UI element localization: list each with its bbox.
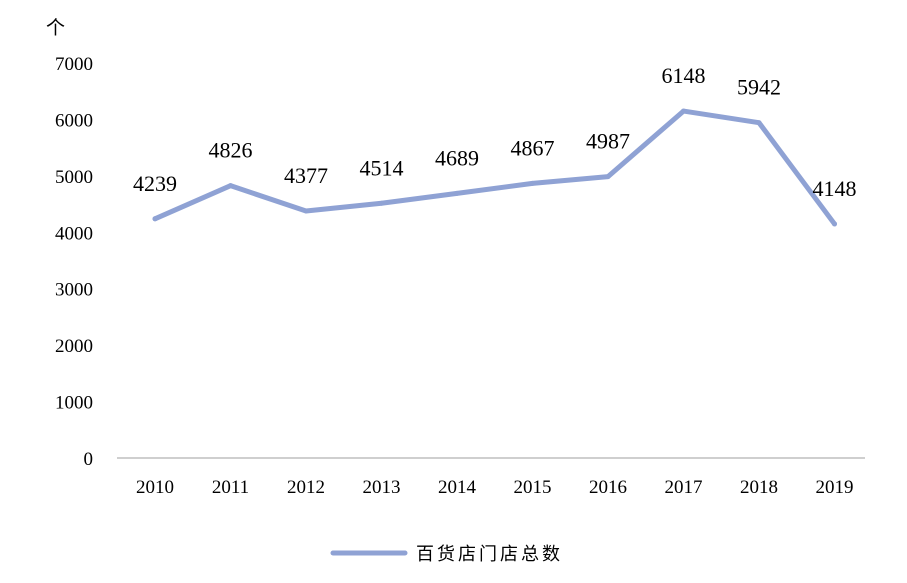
data-label: 4377 xyxy=(284,163,328,188)
y-tick-label: 1000 xyxy=(55,393,93,414)
y-tick-label: 2000 xyxy=(55,336,93,357)
x-tick-label: 2011 xyxy=(212,477,249,498)
data-label: 5942 xyxy=(737,75,781,100)
x-tick-label: 2015 xyxy=(514,477,552,498)
y-tick-label: 5000 xyxy=(55,167,93,188)
series-line-store-count xyxy=(152,108,837,227)
data-point xyxy=(152,216,158,222)
x-tick-label: 2017 xyxy=(665,477,703,498)
x-tick-label: 2012 xyxy=(287,477,325,498)
x-axis-ticks: 2010 2011 2012 2013 2014 2015 2016 2017 2018 2019 xyxy=(136,477,854,498)
data-label: 4987 xyxy=(586,129,630,154)
y-tick-label: 7000 xyxy=(55,54,93,75)
y-tick-label: 6000 xyxy=(55,110,93,131)
legend-label: 百货店门店总数 xyxy=(416,544,563,565)
data-label: 4689 xyxy=(435,145,479,170)
data-point xyxy=(228,183,233,189)
data-points xyxy=(152,108,837,227)
x-tick-label: 2014 xyxy=(438,477,477,498)
x-tick-label: 2018 xyxy=(740,477,778,498)
data-label: 4148 xyxy=(813,176,857,201)
y-axis-ticks: 0 1000 2000 3000 4000 5000 6000 7000 xyxy=(55,54,93,470)
x-tick-label: 2016 xyxy=(589,477,627,498)
y-tick-label: 0 xyxy=(84,449,94,470)
data-point xyxy=(379,200,384,206)
data-label: 4826 xyxy=(209,138,253,163)
x-tick-label: 2010 xyxy=(136,477,174,498)
data-point xyxy=(454,190,460,196)
data-point xyxy=(303,208,309,214)
y-axis-unit-label: 个 xyxy=(46,17,65,39)
data-point xyxy=(530,180,535,186)
data-label: 4867 xyxy=(511,135,555,160)
x-tick-label: 2013 xyxy=(363,477,401,498)
data-label: 6148 xyxy=(662,63,706,88)
data-point xyxy=(832,221,837,227)
legend: 百货店门店总数 xyxy=(330,544,563,565)
data-label: 4239 xyxy=(133,171,177,196)
y-tick-label: 3000 xyxy=(55,280,93,301)
data-labels: 4239 4826 4377 4514 4689 4867 4987 6148 5942 4148 xyxy=(133,63,857,201)
data-point xyxy=(605,174,611,180)
data-point xyxy=(756,120,762,126)
y-tick-label: 4000 xyxy=(55,223,93,244)
data-point xyxy=(681,108,686,114)
x-tick-label: 2019 xyxy=(816,477,854,498)
data-label: 4514 xyxy=(360,155,404,180)
